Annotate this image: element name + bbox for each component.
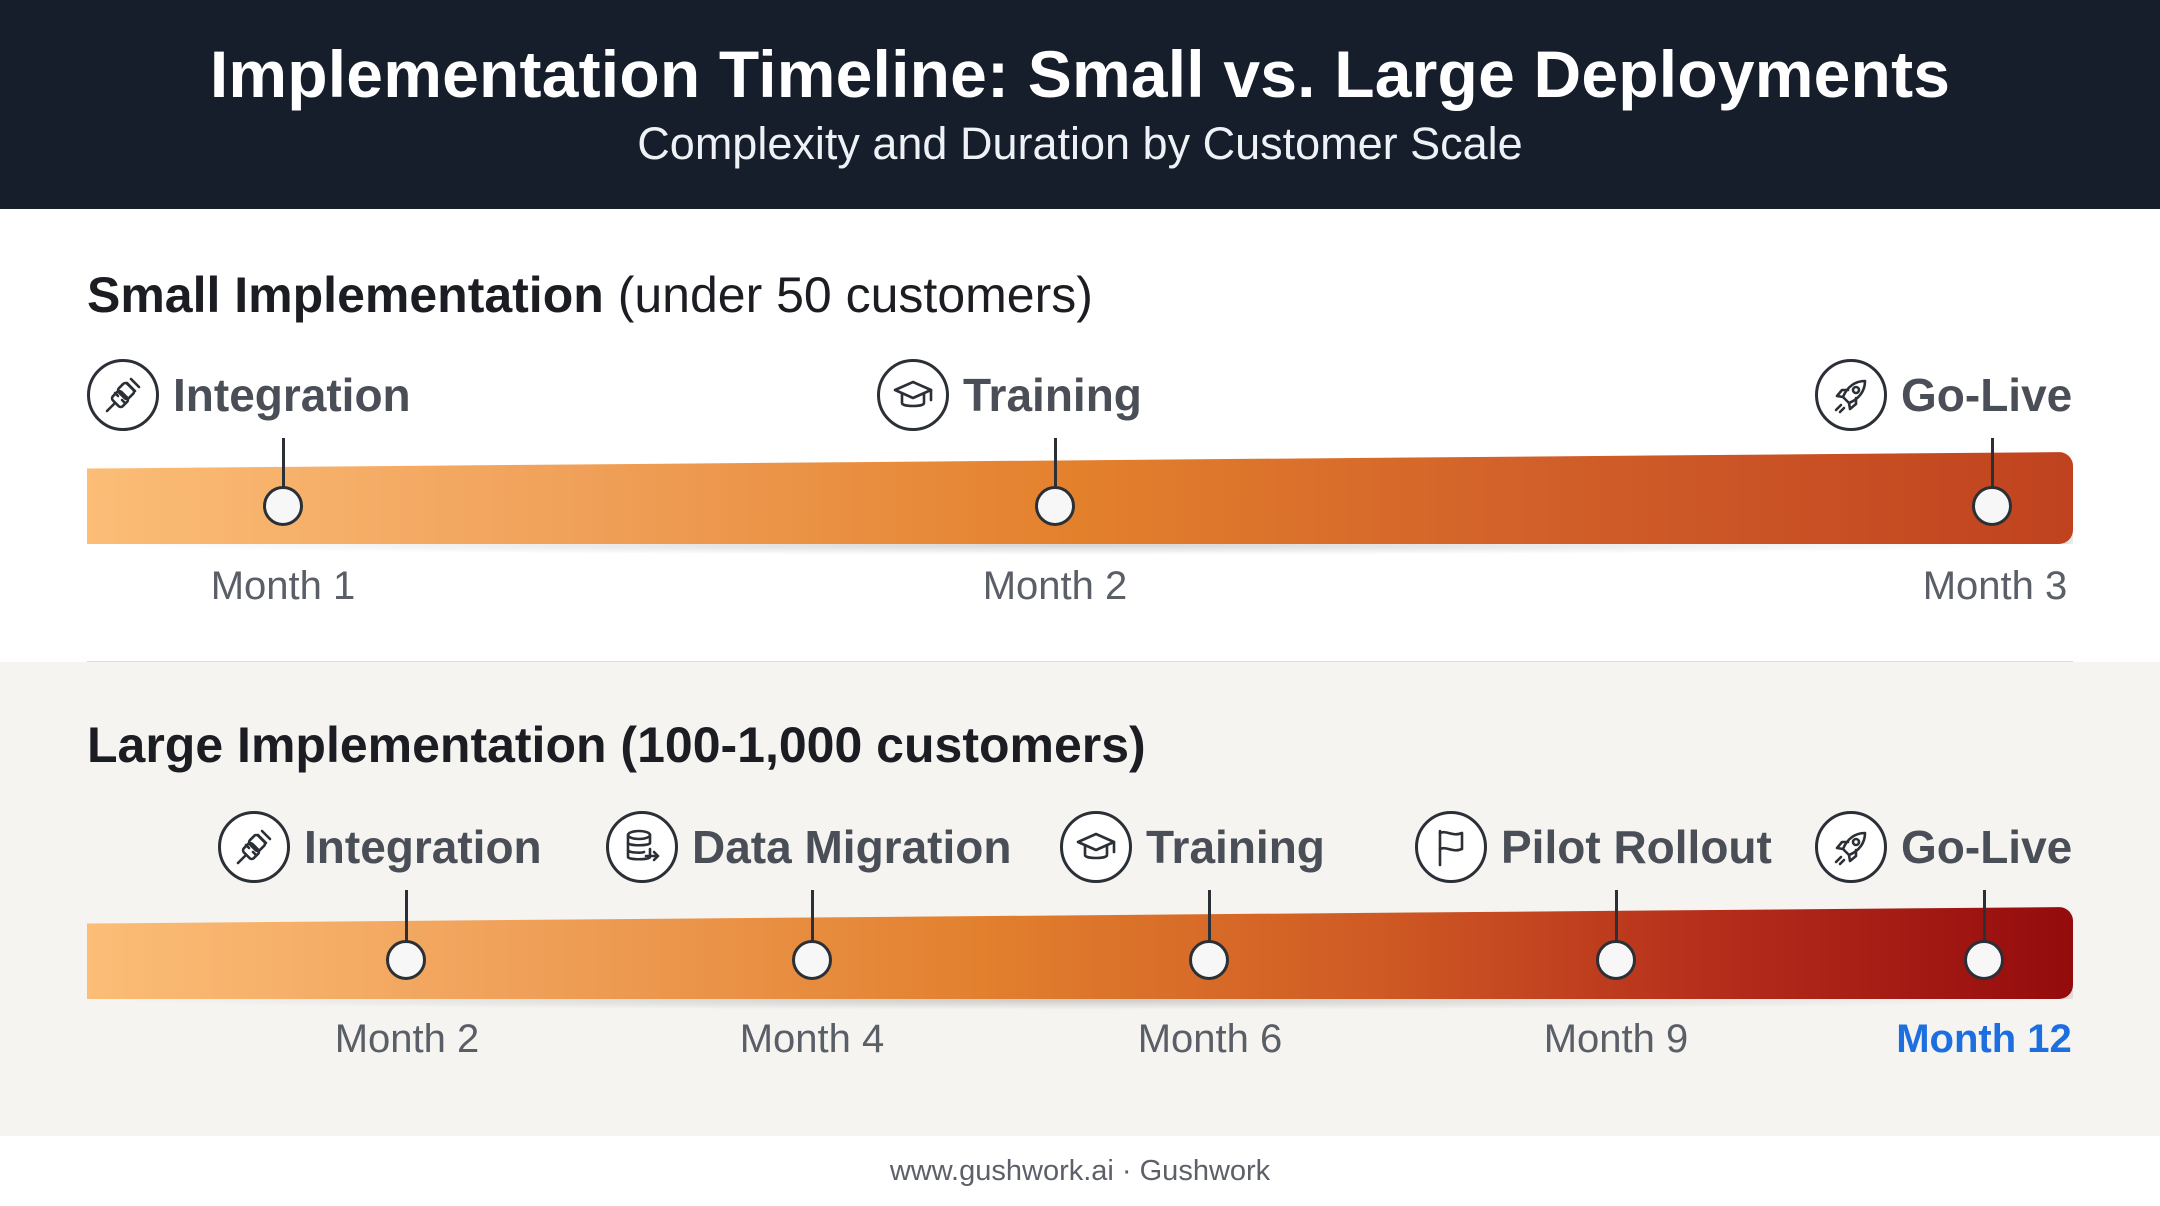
- small-section-title: Small Implementation (under 50 customers…: [87, 266, 1093, 324]
- large-month-label: Month 6: [1137, 1017, 1283, 1061]
- large-milestone-integration: Integration: [218, 811, 542, 883]
- rocket-icon: [1815, 359, 1887, 431]
- header-banner: Implementation Timeline: Small vs. Large…: [0, 0, 2160, 209]
- milestone-label: Integration: [173, 369, 411, 421]
- graduation-cap-icon: [877, 359, 949, 431]
- small-milestone-dot: [1035, 486, 1075, 526]
- large-milestone-dot: [1964, 940, 2004, 980]
- large-milestone-dot: [1596, 940, 1636, 980]
- large-section-title: Large Implementation (100-1,000 customer…: [87, 716, 1146, 774]
- large-milestone-pilot-rollout: Pilot Rollout: [1415, 811, 1772, 883]
- small-month-label: Month 1: [210, 564, 356, 608]
- large-milestone-go-live: Go-Live: [1815, 811, 2072, 883]
- milestone-label: Pilot Rollout: [1501, 821, 1772, 873]
- large-milestone-data-migration: Data Migration: [606, 811, 1011, 883]
- large-milestone-dot: [1189, 940, 1229, 980]
- large-milestone-dot: [792, 940, 832, 980]
- flag-icon: [1415, 811, 1487, 883]
- small-tick: [1054, 438, 1057, 488]
- milestone-label: Data Migration: [692, 821, 1012, 873]
- large-milestone-dot: [386, 940, 426, 980]
- large-tick: [1615, 890, 1618, 942]
- small-tick: [1991, 438, 1994, 488]
- plug-icon: [87, 359, 159, 431]
- small-milestone-dot: [1972, 486, 2012, 526]
- small-month-label: Month 2: [982, 564, 1128, 608]
- large-month-label: Month 2: [334, 1017, 480, 1061]
- small-milestone-training: Training: [877, 359, 1142, 431]
- page-subtitle: Complexity and Duration by Customer Scal…: [637, 118, 1523, 169]
- milestone-label: Go-Live: [1901, 821, 2073, 873]
- large-tick: [811, 890, 814, 942]
- milestone-label: Training: [1146, 821, 1325, 873]
- database-icon: [606, 811, 678, 883]
- graduation-cap-icon: [1060, 811, 1132, 883]
- page-title: Implementation Timeline: Small vs. Large…: [209, 37, 1951, 111]
- large-title-bold: Large Implementation (100-1,000 customer…: [87, 717, 1146, 773]
- milestone-label: Integration: [304, 821, 542, 873]
- small-tick: [282, 438, 285, 488]
- large-implementation-section: [0, 662, 2160, 1136]
- large-month-label-final: Month 12: [1896, 1017, 2072, 1061]
- small-title-rest: (under 50 customers): [617, 267, 1093, 323]
- small-milestone-dot: [263, 486, 303, 526]
- large-tick: [1983, 890, 1986, 942]
- large-month-label: Month 9: [1543, 1017, 1689, 1061]
- large-tick: [405, 890, 408, 942]
- small-implementation-section: [0, 209, 2160, 662]
- rocket-icon: [1815, 811, 1887, 883]
- small-month-label: Month 3: [1922, 564, 2068, 608]
- large-milestone-training: Training: [1060, 811, 1325, 883]
- small-milestone-integration: Integration: [87, 359, 411, 431]
- footer-credit: www.gushwork.ai · Gushwork: [0, 1136, 2160, 1206]
- milestone-label: Training: [963, 369, 1142, 421]
- large-month-label: Month 4: [739, 1017, 885, 1061]
- small-timeline-bar: [87, 452, 2073, 544]
- small-title-bold: Small Implementation: [87, 267, 604, 323]
- milestone-label: Go-Live: [1901, 369, 2073, 421]
- plug-icon: [218, 811, 290, 883]
- large-tick: [1208, 890, 1211, 942]
- small-milestone-go-live: Go-Live: [1815, 359, 2072, 431]
